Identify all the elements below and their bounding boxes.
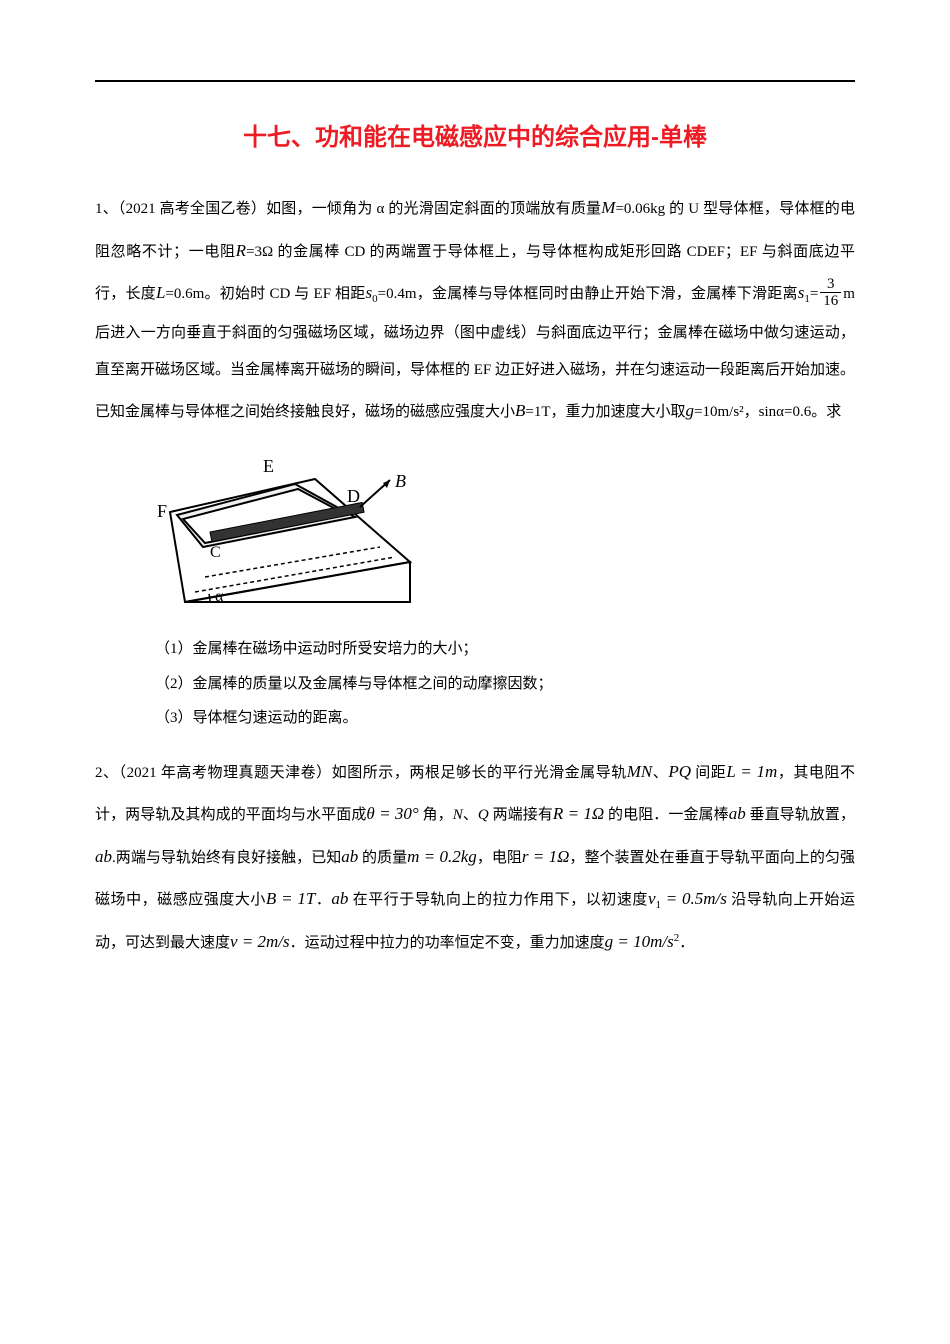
denominator: 16 — [820, 293, 841, 310]
text-segment: ． — [679, 935, 694, 951]
text-segment: 间距 — [691, 765, 726, 781]
problem-number: 1、 — [95, 201, 118, 217]
variable-ab: ab — [95, 847, 112, 866]
variable-ab: ab — [331, 889, 348, 908]
value-B: = 1T — [276, 889, 315, 908]
variable-m: m — [407, 847, 419, 866]
variable-g: g — [605, 932, 614, 951]
text-segment: = — [810, 286, 818, 302]
value-L: = 1m — [736, 762, 778, 781]
sub-questions: （1）金属棒在磁场中运动时所受安培力的大小； （2）金属棒的质量以及金属棒与导体… — [155, 632, 855, 736]
text-segment: =0.6m。初始时 CD 与 EF 相距 — [165, 286, 365, 302]
text-segment: 、 — [463, 807, 478, 823]
problem-2-text: 2、（2021 年高考物理真题天津卷）如图所示，两根足够长的平行光滑金属导轨MN… — [95, 751, 855, 964]
fraction: 316 — [820, 276, 841, 310]
text-segment: 如图，一倾角为 α 的光滑固定斜面的顶端放有质量 — [266, 201, 601, 217]
variable-L: L — [726, 762, 735, 781]
text-segment: .两端与导轨始终有良好接触，已知 — [112, 850, 341, 866]
value-v: = 2m/s — [238, 932, 290, 951]
variable-MN: MN — [627, 762, 653, 781]
text-segment: 如图所示，两根足够长的平行光滑金属导轨 — [332, 765, 627, 781]
header-rule — [95, 80, 855, 82]
text-segment: =10m/s²，sinα=0.6。求 — [694, 404, 841, 420]
text-segment: ．运动过程中拉力的功率恒定不变，重力加速度 — [290, 935, 605, 951]
inclined-plane-diagram: E F C D B α — [155, 447, 445, 617]
question-1: （1）金属棒在磁场中运动时所受安培力的大小； — [155, 632, 855, 667]
label-B: B — [395, 471, 406, 491]
variable-N: N — [453, 807, 463, 823]
variable-B: B — [266, 889, 276, 908]
variable-B: B — [515, 401, 525, 420]
variable-ab: ab — [729, 804, 746, 823]
text-segment: 两端接有 — [489, 807, 553, 823]
variable-v: v — [230, 932, 238, 951]
text-segment: 、 — [652, 765, 668, 781]
value-R: = 1Ω — [563, 804, 604, 823]
text-segment: ． — [315, 892, 331, 908]
label-alpha: α — [215, 588, 224, 605]
label-C: C — [210, 544, 221, 561]
label-D: D — [347, 486, 360, 506]
problem-1: 1、（2021 高考全国乙卷）如图，一倾角为 α 的光滑固定斜面的顶端放有质量M… — [95, 187, 855, 736]
variable-Q: Q — [478, 807, 489, 823]
text-segment: ，电阻 — [477, 850, 522, 866]
variable-ab: ab — [341, 847, 358, 866]
figure-1: E F C D B α — [155, 447, 855, 617]
value-theta: = 30° — [375, 804, 419, 823]
text-segment: 在平行于导轨向上的拉力作用下，以初速度 — [348, 892, 648, 908]
problem-source: （2021 高考全国乙卷） — [118, 201, 266, 217]
variable-g: g — [686, 401, 695, 420]
variable-M: M — [601, 198, 615, 217]
value-v1: = 0.5m/s — [661, 889, 727, 908]
question-3: （3）导体框匀速运动的距离。 — [155, 701, 855, 736]
value-m: = 0.2kg — [419, 847, 476, 866]
variable-R: R — [553, 804, 563, 823]
value-g: = 10m/s — [613, 932, 674, 951]
text-segment: 的电阻．一金属棒 — [604, 807, 728, 823]
question-2: （2）金属棒的质量以及金属棒与导体框之间的动摩擦因数； — [155, 667, 855, 702]
value-r: = 1Ω — [529, 847, 570, 866]
text-segment: m 后进入一方向垂直于斜面的匀强磁场区域，磁场边界（图中虚线）与斜面底边平行；金… — [95, 286, 855, 420]
text-segment: 的质量 — [358, 850, 407, 866]
text-segment: 垂直导轨放置， — [746, 807, 855, 823]
numerator: 3 — [820, 276, 841, 294]
variable-L: L — [156, 283, 165, 302]
text-segment: 角， — [419, 807, 453, 823]
problem-1-text: 1、（2021 高考全国乙卷）如图，一倾角为 α 的光滑固定斜面的顶端放有质量M… — [95, 187, 855, 432]
problem-source: （2021 年高考物理真题天津卷） — [119, 765, 332, 781]
text-segment: =1T，重力加速度大小取 — [525, 404, 685, 420]
document-title: 十七、功和能在电磁感应中的综合应用-单棒 — [95, 117, 855, 152]
problem-2: 2、（2021 年高考物理真题天津卷）如图所示，两根足够长的平行光滑金属导轨MN… — [95, 751, 855, 964]
text-segment: =0.4m，金属棒与导体框同时由静止开始下滑，金属棒下滑距离 — [378, 286, 798, 302]
variable-theta: θ — [366, 804, 374, 823]
problem-number: 2、 — [95, 765, 119, 781]
variable-R: R — [236, 241, 246, 260]
label-F: F — [157, 501, 167, 521]
label-E: E — [263, 456, 274, 476]
variable-PQ: PQ — [668, 762, 691, 781]
variable-r: r — [522, 847, 529, 866]
